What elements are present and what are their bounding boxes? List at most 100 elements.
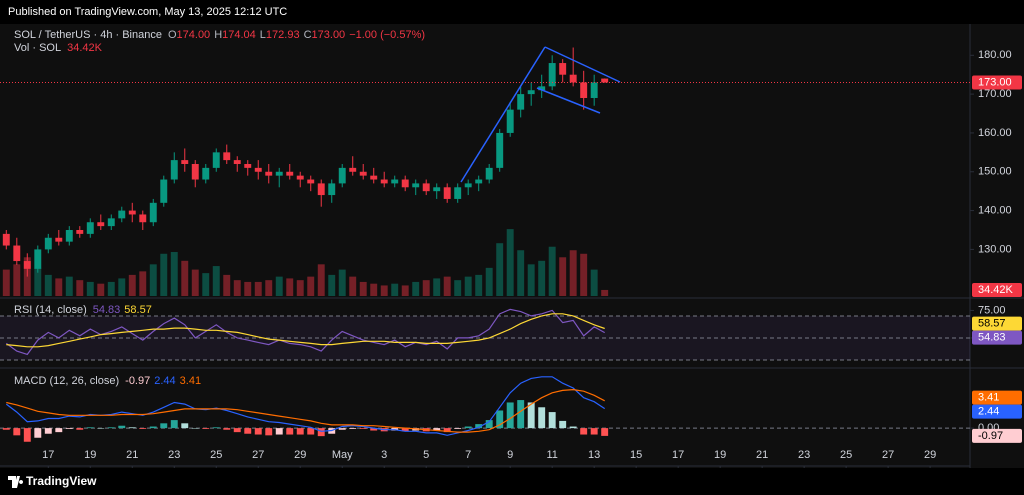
x-tick-label: 19: [84, 449, 96, 461]
volume-bar: [223, 274, 231, 296]
histogram-bar: [55, 428, 63, 433]
volume-bar: [212, 266, 220, 296]
volume-bar: [86, 281, 94, 296]
last-value-label-box: [972, 404, 1022, 419]
volume-bar: [422, 280, 430, 296]
histogram-bar: [601, 428, 609, 436]
histogram-bar: [13, 428, 21, 436]
rsi-ma-value: 58.57: [124, 304, 152, 316]
volume-bar: [296, 280, 304, 296]
candle-body: [170, 160, 178, 180]
candle-body: [569, 74, 577, 83]
macd-line: [6, 388, 605, 433]
histogram-bar: [307, 428, 315, 435]
histogram-bar: [65, 428, 73, 429]
legend-open: 174.00: [177, 29, 211, 41]
volume-bar: [380, 285, 388, 296]
last-value-label: 54.83: [978, 331, 1006, 343]
histogram-bar: [139, 428, 147, 429]
candle-body: [517, 94, 525, 110]
rsi-line: [6, 313, 605, 348]
candle-body: [86, 222, 94, 234]
legend-high: 174.04: [222, 29, 256, 41]
candle-body: [181, 160, 189, 164]
x-tick-label: 11: [546, 449, 557, 461]
y-tick-label: 150.00: [978, 166, 1012, 178]
candle-body: [338, 167, 346, 184]
last-value-label: 58.57: [978, 317, 1006, 329]
signal-value: 3.41: [180, 375, 201, 387]
histogram-bar: [538, 407, 546, 429]
volume-bar: [506, 229, 514, 296]
volume-bar: [307, 276, 315, 296]
volume-bar: [139, 271, 147, 296]
histogram-bar: [517, 400, 525, 429]
last-price-label: 173.00: [978, 76, 1012, 88]
volume-bar: [44, 274, 52, 296]
histogram-bar: [2, 428, 10, 430]
histogram-bar: [485, 420, 493, 429]
logo: [8, 476, 24, 488]
candle-body: [548, 63, 556, 87]
last-value-label-box: [972, 330, 1022, 345]
rsi-legend: RSI (14, close) 54.83 58.57: [14, 304, 152, 316]
candle-body: [65, 229, 73, 242]
histogram-bar: [170, 420, 178, 429]
candle-body: [359, 171, 367, 176]
candle-body: [370, 175, 378, 180]
candle-body: [422, 183, 430, 192]
volume-bar: [433, 278, 441, 296]
volume-bar: [485, 267, 493, 296]
histogram-bar: [338, 428, 346, 430]
drawing-flag: [460, 46, 621, 183]
volume-bar: [370, 283, 378, 296]
candle-body: [590, 82, 598, 98]
histogram-bar: [569, 426, 577, 429]
candle-body: [191, 163, 199, 180]
x-tick-label: 19: [714, 449, 726, 461]
candle-body: [107, 218, 115, 227]
candle-body: [412, 183, 420, 188]
histogram-bar: [118, 425, 126, 429]
volume-bar: [443, 276, 451, 296]
x-tick-label: 3: [381, 449, 387, 461]
candle-body: [307, 179, 315, 184]
histogram-bar: [559, 420, 567, 429]
candle-body: [317, 183, 325, 196]
histogram-bar: [181, 423, 189, 429]
volume-bar: [265, 280, 273, 296]
histogram-bar: [370, 428, 378, 431]
candle-body: [380, 179, 388, 184]
volume-bar: [317, 264, 325, 296]
volume-bar: [160, 253, 168, 296]
candle-body: [475, 179, 483, 184]
macd-value: 2.44: [154, 375, 175, 387]
volume-bar: [454, 280, 462, 296]
volume-bar: [275, 276, 283, 296]
brand: TradingView: [26, 474, 97, 488]
volume-bar: [34, 267, 42, 296]
candle-body: [55, 237, 63, 242]
histogram-bar: [244, 428, 252, 434]
volume-bar: [359, 281, 367, 296]
histogram-bar: [23, 428, 31, 442]
histogram-bar: [233, 428, 241, 433]
histogram-bar: [191, 428, 199, 429]
candle-body: [76, 229, 84, 234]
rsi-title: RSI (14, close): [14, 304, 87, 316]
candle-body: [160, 179, 168, 203]
candle-body: [485, 167, 493, 180]
candle-body: [2, 233, 10, 246]
candle-body: [433, 187, 441, 192]
macd-title: MACD (12, 26, close): [14, 375, 119, 387]
candle-body: [296, 175, 304, 180]
volume-bar: [181, 260, 189, 296]
volume-bar: [107, 281, 115, 296]
x-tick-label: 23: [168, 449, 180, 461]
macd-hist-value: -0.97: [125, 375, 150, 387]
rsi-value: 54.83: [93, 304, 121, 316]
candle-body: [212, 152, 220, 168]
histogram-bar: [223, 428, 231, 430]
